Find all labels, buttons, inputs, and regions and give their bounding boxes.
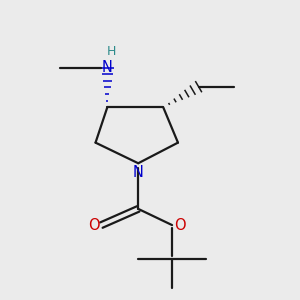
Text: O: O bbox=[174, 218, 185, 232]
Text: H: H bbox=[107, 45, 116, 58]
Text: O: O bbox=[88, 218, 100, 232]
Text: N: N bbox=[133, 165, 144, 180]
Text: N: N bbox=[102, 60, 113, 75]
